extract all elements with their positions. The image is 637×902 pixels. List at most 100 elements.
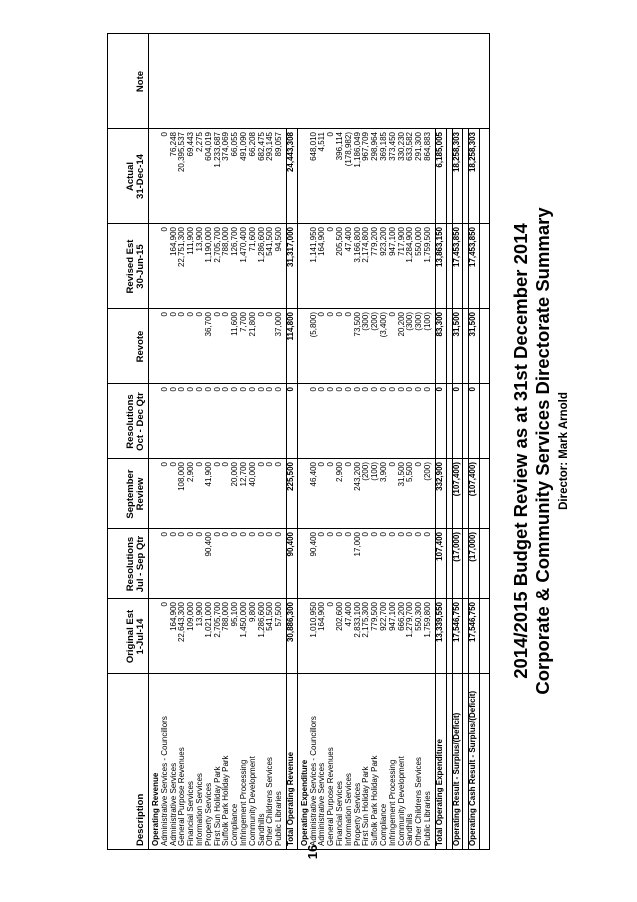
total-rule-bottom xyxy=(479,129,481,849)
cell-rev: 1,759,500 xyxy=(423,227,432,263)
cell-res1: 0 xyxy=(361,532,371,537)
row-description: Total Operating Expenditure xyxy=(434,739,444,846)
cell-res2: 0 xyxy=(230,387,240,392)
cell-actual: 24,443,308 xyxy=(286,132,295,173)
cell-res2: 0 xyxy=(379,387,388,392)
cell-res2: 0 xyxy=(212,387,222,392)
cell-res1: 90,400 xyxy=(286,532,295,557)
table-row: General Purpose Revenues 22,643,300 0 108,0… xyxy=(177,34,187,849)
cell-res2: 0 xyxy=(286,387,295,392)
cell-rev: 13,863,150 xyxy=(434,227,444,268)
column-header-line2: Description xyxy=(135,793,146,846)
row-description: Operating Result - Surplus/(Deficit) xyxy=(451,712,461,846)
cell-actual: 18,258,303 xyxy=(468,132,478,173)
cell-sept: 40,000 xyxy=(247,462,257,487)
table-row: Financial Services 109,000 0 2,900 0 0 111,900… xyxy=(186,34,196,849)
cell-res2: 0 xyxy=(308,387,318,392)
cell-revote: (100) xyxy=(423,312,432,331)
cell-sept: 2,900 xyxy=(186,462,196,483)
cell-orig: 1,759,800 xyxy=(423,602,432,638)
total-rule-bottom xyxy=(445,129,447,849)
cell-res2: 0 xyxy=(186,387,196,392)
cell-res1: 0 xyxy=(379,532,388,537)
cell-res1: 17,000 xyxy=(352,532,362,557)
column-header-line2: Oct - Dec Qtr xyxy=(135,392,146,451)
cell-revote: 31,500 xyxy=(451,312,461,337)
cell-revote: 0 xyxy=(317,312,327,317)
cell-actual: 89,057 xyxy=(274,132,284,157)
column-header-sept: September Review xyxy=(125,459,146,529)
cell-rev: 164,900 xyxy=(317,227,327,256)
cell-res1: 0 xyxy=(221,532,231,537)
cell-res1: 0 xyxy=(186,532,196,537)
total-row: Operating Result - Surplus/(Deficit) 17,5… xyxy=(451,34,462,849)
cell-revote: 0 xyxy=(212,312,222,317)
cell-revote: 0 xyxy=(326,312,336,317)
column-header-desc: Description xyxy=(135,671,146,849)
cell-sept: 0 xyxy=(212,462,222,467)
cell-res1: 0 xyxy=(212,532,222,537)
cell-res1: 0 xyxy=(335,532,344,537)
cell-res1: 0 xyxy=(317,532,327,537)
cell-res2: 0 xyxy=(343,387,353,392)
cell-res1: 0 xyxy=(326,532,336,537)
total-rule-bottom xyxy=(462,129,464,849)
cell-res2: 0 xyxy=(335,387,344,392)
cell-res1: 90,400 xyxy=(203,532,213,557)
page-header: 2014/2015 Budget Review as at 31st Decem… xyxy=(510,0,572,902)
cell-revote: 21,800 xyxy=(247,312,257,337)
report-title: 2014/2015 Budget Review as at 31st Decem… xyxy=(510,223,531,679)
cell-res2: 0 xyxy=(317,387,327,392)
cell-orig: 17,546,750 xyxy=(468,602,478,643)
column-header-rev: Revised Est 30-Jun-15 xyxy=(125,224,146,309)
cell-res2: 0 xyxy=(274,387,284,392)
cell-sept: 0 xyxy=(274,462,284,467)
cell-res1: 0 xyxy=(247,532,257,537)
cell-res2: 0 xyxy=(159,387,169,392)
column-header-line2: Note xyxy=(135,70,146,93)
cell-res2: 0 xyxy=(370,387,380,392)
column-header-line2: 1-Jul-14 xyxy=(135,618,146,655)
column-header-line2: Jul - Sep Qtr xyxy=(135,535,146,593)
cell-rev: 31,317,000 xyxy=(286,227,295,268)
director-line: Director: Mark Arnold xyxy=(558,392,570,510)
cell-res2: 0 xyxy=(265,387,275,392)
cell-actual: 6,185,005 xyxy=(434,132,444,168)
cell-sept: 0 xyxy=(265,462,275,467)
cell-res1: 0 xyxy=(423,532,432,537)
cell-res2: 0 xyxy=(239,387,248,392)
row-description: Operating Cash Result - Surplus/(Deficit… xyxy=(468,690,478,846)
cell-res2: 0 xyxy=(247,387,257,392)
cell-sept: 0 xyxy=(159,462,169,467)
cell-actual: 18,258,303 xyxy=(451,132,461,173)
cell-res2: 0 xyxy=(451,387,461,392)
cell-res2: 0 xyxy=(468,387,478,392)
cell-res1: 107,400 xyxy=(434,532,444,561)
cell-res2: 0 xyxy=(256,387,266,392)
cell-revote: 114,800 xyxy=(286,312,295,341)
cell-res1: 0 xyxy=(256,532,266,537)
cell-revote: 0 xyxy=(159,312,169,317)
cell-res2: 0 xyxy=(168,387,178,392)
column-header-line2: 31-Dec-14 xyxy=(135,154,146,199)
cell-res2: 0 xyxy=(414,387,424,392)
cell-actual: 864,883 xyxy=(423,132,432,161)
cell-res2: 0 xyxy=(434,387,444,392)
cell-sept: 225,500 xyxy=(286,462,295,491)
budget-table: Description Original Est 1-Jul-14 Resolutio… xyxy=(107,33,490,850)
cell-sept: 3,900 xyxy=(379,462,388,483)
cell-sept: 2,900 xyxy=(335,462,344,483)
column-header-res2: Resolutions Oct - Dec Qtr xyxy=(125,384,146,459)
cell-res1: 0 xyxy=(239,532,248,537)
cell-revote: 83,300 xyxy=(434,312,444,337)
cell-orig: 30,886,300 xyxy=(286,602,295,643)
cell-revote: 0 xyxy=(177,312,187,317)
cell-res2: 0 xyxy=(177,387,187,392)
cell-res2: 0 xyxy=(387,387,397,392)
table-row: Public Libraries 1,759,800 0 (200) 0 (100) 1,7… xyxy=(423,34,433,849)
total-row: Total Operating Expenditure 13,339,550 107… xyxy=(434,34,445,849)
cell-res1: (17,000) xyxy=(451,532,461,562)
column-header-line2: Revote xyxy=(135,330,146,363)
column-header-orig: Original Est 1-Jul-14 xyxy=(125,599,146,674)
column-header-actual: Actual 31-Dec-14 xyxy=(125,129,146,224)
